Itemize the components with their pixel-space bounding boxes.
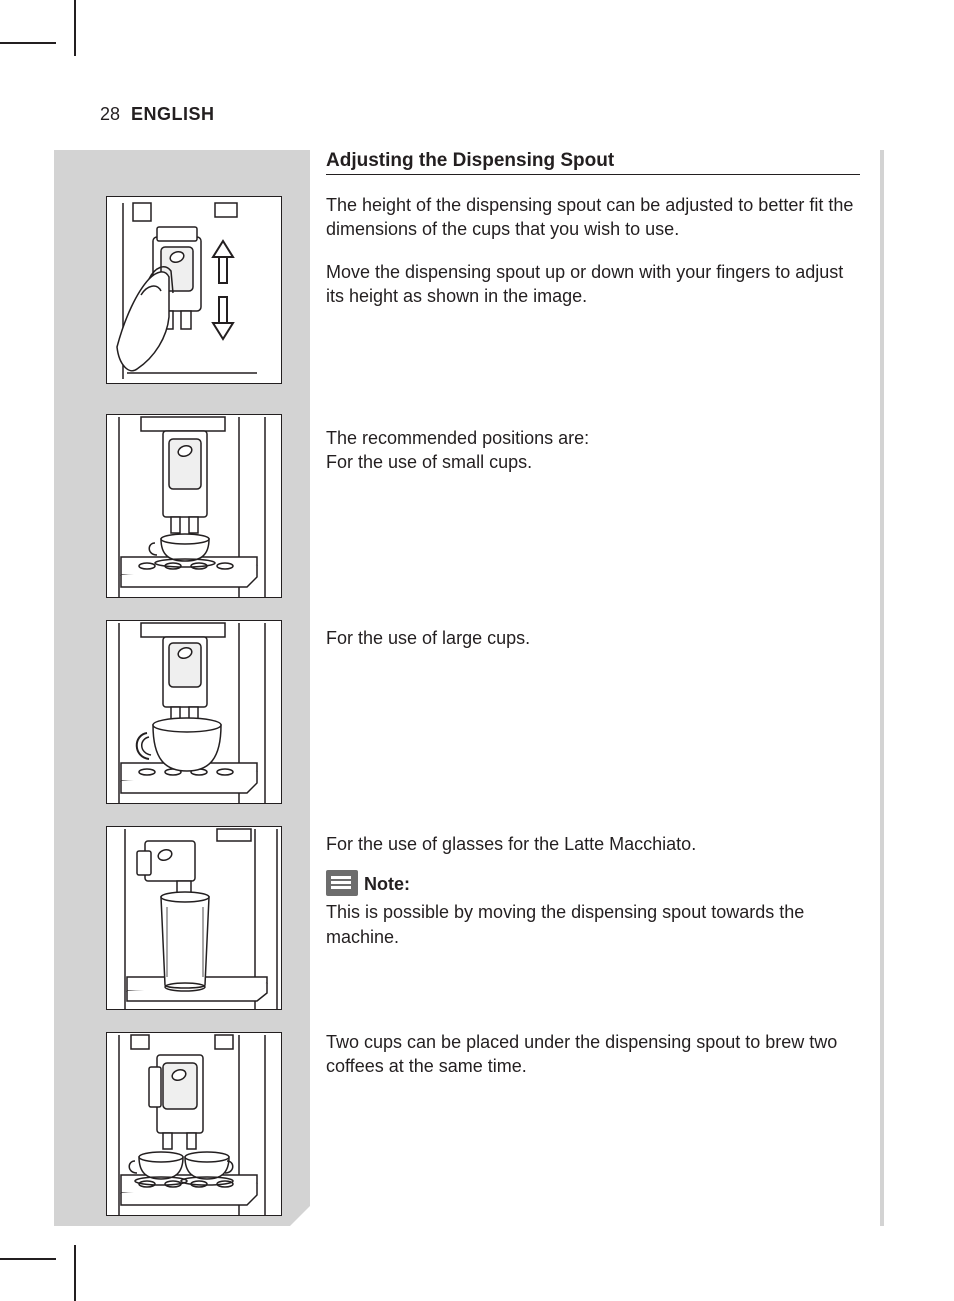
callout-pointer <box>282 226 302 250</box>
crop-mark <box>74 1245 76 1301</box>
step-small-cups: The recommended positions are: For the u… <box>326 426 860 475</box>
figure-small-cup <box>106 414 282 598</box>
callout-pointer <box>282 640 302 664</box>
latte-line: For the use of glasses for the Latte Mac… <box>326 832 860 856</box>
manual-page: 28 ENGLISH <box>0 0 954 1301</box>
language-label: ENGLISH <box>131 104 215 124</box>
step-latte-glass: For the use of glasses for the Latte Mac… <box>326 832 860 949</box>
figure-large-cup <box>106 620 282 804</box>
section-title: Adjusting the Dispensing Spout <box>326 150 860 175</box>
crop-mark <box>0 42 56 44</box>
two-cups-line: Two cups can be placed under the dispens… <box>326 1030 860 1079</box>
note-row: Note: <box>326 870 860 896</box>
figure-latte-glass <box>106 826 282 1010</box>
right-accent-bar <box>880 150 884 1226</box>
figure-two-cups <box>106 1032 282 1216</box>
page-number: 28 <box>100 104 120 124</box>
note-label: Note: <box>364 872 410 896</box>
note-icon <box>326 870 358 896</box>
callout-pointer <box>282 846 302 870</box>
large-cups-line: For the use of large cups. <box>326 626 860 650</box>
figure-adjust-spout <box>106 196 282 384</box>
step-large-cups: For the use of large cups. <box>326 626 860 650</box>
crop-mark <box>0 1258 56 1260</box>
step-two-cups: Two cups can be placed under the dispens… <box>326 1030 860 1079</box>
intro-paragraph-2: Move the dispensing spout up or down wit… <box>326 260 860 309</box>
small-cups-line: For the use of small cups. <box>326 450 860 474</box>
note-body: This is possible by moving the dispensin… <box>326 900 860 949</box>
crop-mark <box>74 0 76 56</box>
section-intro: Adjusting the Dispensing Spout The heigh… <box>326 150 860 326</box>
callout-pointer <box>282 1052 302 1076</box>
recommended-line: The recommended positions are: <box>326 426 860 450</box>
intro-paragraph-1: The height of the dispensing spout can b… <box>326 193 860 242</box>
callout-pointer <box>282 436 302 460</box>
page-header: 28 ENGLISH <box>100 104 215 125</box>
